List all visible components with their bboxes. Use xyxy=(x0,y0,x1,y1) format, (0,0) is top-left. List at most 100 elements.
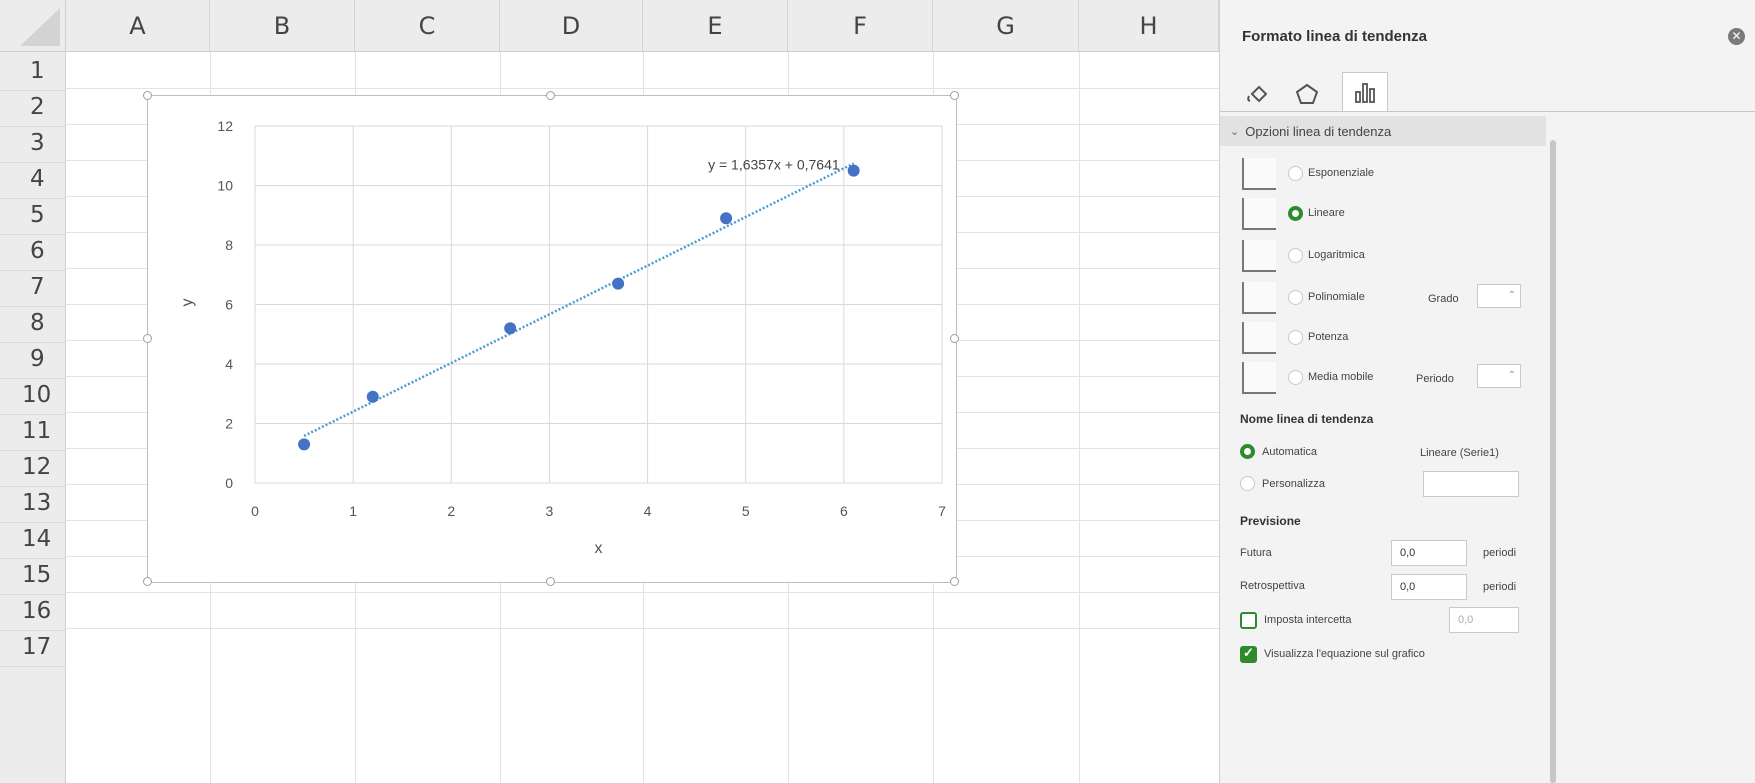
backward-forecast-input[interactable]: 0,0 xyxy=(1391,574,1467,600)
column-header-d[interactable]: D xyxy=(500,0,643,52)
resize-handle-top-left[interactable] xyxy=(143,91,152,100)
column-header-b[interactable]: B xyxy=(210,0,355,52)
moving-average-trend-icon xyxy=(1242,362,1276,394)
row-header-11[interactable]: 11 xyxy=(0,412,66,451)
row-header-13[interactable]: 13 xyxy=(0,484,66,523)
select-all-corner[interactable] xyxy=(0,0,66,52)
backward-periods-unit: periodi xyxy=(1483,581,1517,593)
radio-logaritmica[interactable] xyxy=(1288,248,1303,263)
radio-media-mobile[interactable] xyxy=(1288,370,1303,385)
label-lineare: Lineare xyxy=(1308,207,1345,219)
display-equation-label: Visualizza l'equazione sul grafico xyxy=(1264,648,1425,660)
row-header-14[interactable]: 14 xyxy=(0,520,66,559)
chevron-down-icon: ⌄ xyxy=(1230,125,1240,138)
data-point[interactable] xyxy=(847,164,860,177)
trendline-equation-label[interactable]: y = 1,6357x + 0,7641 xyxy=(708,156,840,172)
row-header-3[interactable]: 3 xyxy=(0,124,66,163)
row-headers: 1 2 3 4 5 6 7 8 9 10 11 12 13 14 15 16 1… xyxy=(0,52,66,783)
label-polinomiale: Polinomiale xyxy=(1308,291,1365,303)
column-header-c[interactable]: C xyxy=(355,0,500,52)
polynomial-trend-icon xyxy=(1242,282,1276,314)
linear-trendline[interactable] xyxy=(303,162,855,438)
resize-handle-bottom-right[interactable] xyxy=(950,577,959,586)
label-personalizza: Personalizza xyxy=(1262,478,1325,490)
x-tick-label: 6 xyxy=(840,503,848,519)
power-trend-icon xyxy=(1242,322,1276,354)
row-header-17[interactable]: 17 xyxy=(0,628,66,667)
resize-handle-bottom[interactable] xyxy=(546,577,555,586)
grado-label: Grado xyxy=(1428,293,1459,305)
label-automatica: Automatica xyxy=(1262,446,1318,458)
pane-scrollbar[interactable] xyxy=(1550,140,1556,783)
column-header-e[interactable]: E xyxy=(643,0,788,52)
forward-forecast-input[interactable]: 0,0 xyxy=(1391,540,1467,566)
row-header-1[interactable]: 1 xyxy=(0,52,66,91)
column-header-g[interactable]: G xyxy=(933,0,1079,52)
data-point[interactable] xyxy=(612,277,625,290)
row-header-5[interactable]: 5 xyxy=(0,196,66,235)
row-header-10[interactable]: 10 xyxy=(0,376,66,415)
grado-stepper[interactable]: ⌃ xyxy=(1477,284,1521,308)
label-potenza: Potenza xyxy=(1308,331,1349,343)
x-tick-label: 5 xyxy=(742,503,750,519)
spreadsheet-grid[interactable]: A B C D E F G H 1 2 3 4 5 6 7 8 9 10 11 … xyxy=(0,0,1372,783)
forward-periods-unit: periodi xyxy=(1483,547,1517,559)
resize-handle-right[interactable] xyxy=(950,334,959,343)
resize-handle-left[interactable] xyxy=(143,334,152,343)
chart-object[interactable]: 0 1 2 3 4 5 6 7 0 2 4 6 8 10 12 y = 1,6357x + 0,7641 x… xyxy=(143,91,959,586)
tab-divider xyxy=(1220,111,1755,112)
resize-handle-top-right[interactable] xyxy=(950,91,959,100)
linear-trend-icon xyxy=(1242,198,1276,230)
x-tick-label: 7 xyxy=(938,503,946,519)
row-header-9[interactable]: 9 xyxy=(0,340,66,379)
data-point[interactable] xyxy=(720,212,733,225)
radio-personalizza[interactable] xyxy=(1240,476,1255,491)
row-header-2[interactable]: 2 xyxy=(0,88,66,127)
data-point[interactable] xyxy=(366,390,379,403)
radio-potenza[interactable] xyxy=(1288,330,1303,345)
resize-handle-top[interactable] xyxy=(546,91,555,100)
y-tick-label: 12 xyxy=(217,118,233,134)
data-point[interactable] xyxy=(298,438,311,451)
intercept-input[interactable]: 0,0 xyxy=(1449,607,1519,633)
x-axis-label[interactable]: x xyxy=(595,540,603,557)
row-header-6[interactable]: 6 xyxy=(0,232,66,271)
display-equation-checkbox[interactable] xyxy=(1240,645,1257,663)
column-header-a[interactable]: A xyxy=(66,0,210,52)
column-header-f[interactable]: F xyxy=(788,0,933,52)
set-intercept-checkbox[interactable] xyxy=(1240,612,1257,629)
row-header-7[interactable]: 7 xyxy=(0,268,66,307)
forward-label: Futura xyxy=(1240,547,1272,559)
column-header-h[interactable]: H xyxy=(1079,0,1219,52)
logarithmic-trend-icon xyxy=(1242,240,1276,272)
x-tick-label: 3 xyxy=(546,503,554,519)
backward-label: Retrospettiva xyxy=(1240,580,1305,592)
radio-polinomiale[interactable] xyxy=(1288,290,1303,305)
resize-handle-bottom-left[interactable] xyxy=(143,577,152,586)
row-header-12[interactable]: 12 xyxy=(0,448,66,487)
y-axis-label[interactable]: y xyxy=(179,299,196,307)
row-header-16[interactable]: 16 xyxy=(0,592,66,631)
paint-bucket-icon[interactable] xyxy=(1240,78,1278,110)
row-header-4[interactable]: 4 xyxy=(0,160,66,199)
forecast-heading: Previsione xyxy=(1240,514,1301,528)
bar-chart-icon[interactable] xyxy=(1342,72,1388,112)
radio-automatica[interactable] xyxy=(1240,444,1255,459)
label-logaritmica: Logaritmica xyxy=(1308,249,1365,261)
periodo-stepper[interactable]: ⌃ xyxy=(1477,364,1521,388)
row-header-8[interactable]: 8 xyxy=(0,304,66,343)
x-tick-label: 2 xyxy=(447,503,455,519)
radio-lineare[interactable] xyxy=(1288,206,1303,221)
radio-esponenziale[interactable] xyxy=(1288,166,1303,181)
close-icon[interactable]: ✕ xyxy=(1728,28,1745,45)
custom-name-input[interactable] xyxy=(1423,471,1519,497)
y-tick-label: 6 xyxy=(225,297,233,313)
row-header-15[interactable]: 15 xyxy=(0,556,66,595)
trendline-options-section-header[interactable]: ⌄ Opzioni linea di tendenza xyxy=(1220,116,1546,146)
pentagon-icon[interactable] xyxy=(1288,78,1326,110)
y-tick-label: 8 xyxy=(225,237,233,253)
label-esponenziale: Esponenziale xyxy=(1308,167,1375,179)
data-point[interactable] xyxy=(504,322,517,335)
section-title: Opzioni linea di tendenza xyxy=(1245,123,1392,139)
